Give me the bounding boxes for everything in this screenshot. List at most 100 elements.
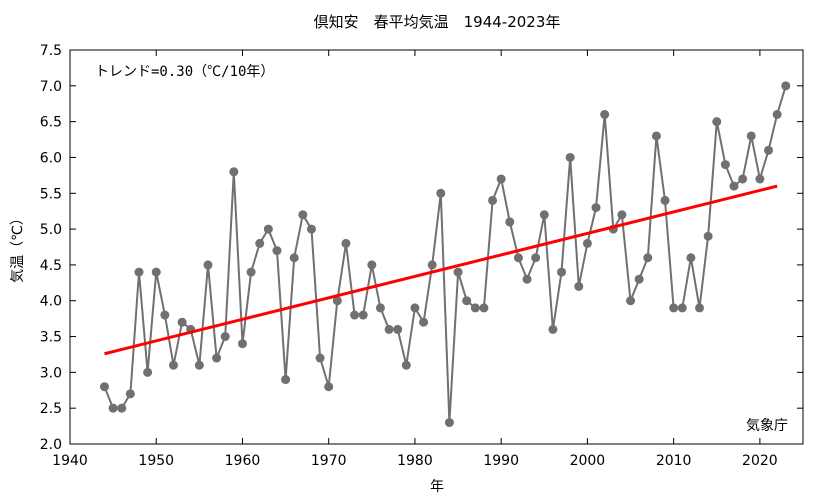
data-point	[453, 267, 463, 277]
data-point	[660, 195, 670, 205]
plot-frame	[69, 49, 804, 445]
data-point	[470, 303, 480, 313]
data-point	[651, 131, 661, 141]
y-tick-label: 2.0	[40, 437, 62, 453]
x-tick-label: 2000	[570, 453, 606, 469]
data-point	[669, 303, 679, 313]
data-point	[341, 238, 351, 248]
data-point	[695, 303, 705, 313]
data-point	[703, 231, 713, 241]
data-point	[738, 174, 748, 184]
trend-annotation: トレンド=0.30（℃/10年）	[95, 64, 274, 80]
data-point	[194, 360, 204, 370]
x-tick-label: 1980	[397, 453, 433, 469]
data-point	[375, 303, 385, 313]
data-point	[643, 253, 653, 263]
data-point	[229, 167, 239, 177]
y-tick-label: 7.5	[40, 43, 62, 59]
data-point	[255, 238, 265, 248]
data-point	[626, 296, 636, 306]
data-point	[755, 174, 765, 184]
y-tick-label: 5.0	[40, 222, 62, 238]
data-point	[108, 403, 118, 413]
data-point	[324, 382, 334, 392]
data-point	[393, 324, 403, 334]
y-tick-label: 2.5	[40, 401, 62, 417]
data-point	[143, 367, 153, 377]
data-point	[125, 389, 135, 399]
y-tick-label: 4.5	[40, 258, 62, 274]
data-point	[358, 310, 368, 320]
data-point	[565, 152, 575, 162]
data-point	[557, 267, 567, 277]
data-point	[729, 181, 739, 191]
data-point	[505, 217, 515, 227]
x-tick-label: 2020	[742, 453, 778, 469]
data-point	[522, 274, 532, 284]
data-point	[237, 339, 247, 349]
y-tick-label: 6.0	[40, 150, 62, 166]
x-tick-label: 1960	[225, 453, 261, 469]
data-point	[686, 253, 696, 263]
data-point	[462, 296, 472, 306]
data-point	[367, 260, 377, 270]
data-point	[203, 260, 213, 270]
data-point	[574, 281, 584, 291]
data-point	[212, 353, 222, 363]
y-axis: 2.0 2.5 3.0 3.5 4.0 4.5 5.0 5.5 6.0 6.5 7.0 7.5	[40, 43, 803, 453]
series-layer	[99, 81, 791, 428]
data-point	[582, 238, 592, 248]
trend-line	[104, 184, 778, 356]
data-point	[764, 145, 774, 155]
y-tick-label: 7.0	[40, 79, 62, 95]
x-axis-label: 年	[430, 479, 444, 495]
y-tick-label: 5.5	[40, 186, 62, 202]
data-point	[177, 317, 187, 327]
data-point	[548, 324, 558, 334]
data-point	[384, 324, 394, 334]
data-point	[151, 267, 161, 277]
data-point	[427, 260, 437, 270]
data-point	[401, 360, 411, 370]
data-point	[281, 375, 291, 385]
data-point	[436, 188, 446, 198]
x-tick-label: 1970	[311, 453, 347, 469]
data-point	[168, 360, 178, 370]
data-point	[315, 353, 325, 363]
data-point	[263, 224, 273, 234]
x-tick-label: 2010	[656, 453, 692, 469]
data-point	[272, 246, 282, 256]
data-point	[496, 174, 506, 184]
data-point	[117, 403, 127, 413]
source-label: 気象庁	[746, 418, 788, 434]
data-point	[419, 317, 429, 327]
y-axis-label: 気温（℃）	[10, 211, 26, 283]
data-point	[220, 332, 230, 342]
data-point	[479, 303, 489, 313]
data-point	[531, 253, 541, 263]
data-point	[539, 210, 549, 220]
data-point	[617, 210, 627, 220]
data-point	[306, 224, 316, 234]
data-point	[746, 131, 756, 141]
data-point	[298, 210, 308, 220]
data-point	[781, 81, 791, 91]
data-point	[772, 109, 782, 119]
data-point	[677, 303, 687, 313]
data-point	[246, 267, 256, 277]
y-tick-label: 6.5	[40, 115, 62, 131]
data-point	[712, 117, 722, 127]
y-tick-label: 4.0	[40, 294, 62, 310]
data-point	[160, 310, 170, 320]
x-tick-label: 1940	[52, 453, 88, 469]
data-point	[444, 418, 454, 428]
y-tick-label: 3.0	[40, 365, 62, 381]
data-point	[488, 195, 498, 205]
data-point	[410, 303, 420, 313]
chart-title: 倶知安 春平均気温 1944-2023年	[314, 13, 561, 31]
data-point	[289, 253, 299, 263]
x-axis: 1940 1950 1960 1970 1980 1990 2000 2010 2020	[52, 50, 778, 469]
data-point	[591, 203, 601, 213]
data-point	[350, 310, 360, 320]
